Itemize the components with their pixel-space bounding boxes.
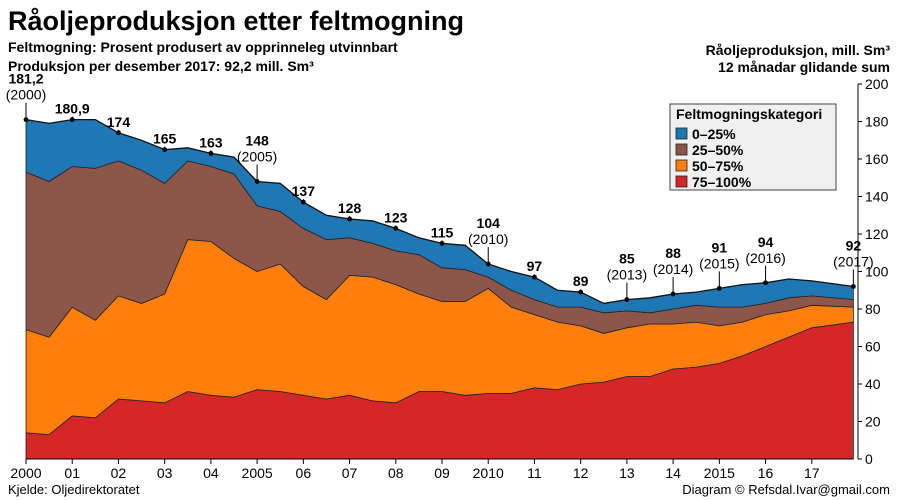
- annotation-dot: [763, 280, 768, 286]
- total-line: [25, 118, 854, 305]
- x-tick-label: 2015: [704, 465, 735, 481]
- annotation-dot: [347, 216, 352, 222]
- x-tick-label: 06: [296, 465, 312, 481]
- annotation-value: 137: [292, 183, 316, 199]
- annotation-value: 89: [573, 273, 589, 289]
- annotation-value: 94: [758, 234, 774, 250]
- annotation-value: 180,9: [55, 101, 90, 117]
- axes: 0 20 40 60 80 100 120 140 160 180 200 2000 01 02 03 04 2…: [10, 76, 888, 481]
- x-tick-label: 08: [388, 465, 404, 481]
- credit-note: Diagram © Refsdal.Ivar@gmail.com: [682, 482, 890, 497]
- annotation-value: 85: [619, 251, 635, 267]
- annotation-value: 97: [527, 258, 543, 274]
- y-tick-label: 160: [865, 151, 889, 167]
- annotation-dot: [254, 179, 260, 184]
- annotation-value: 91: [712, 239, 728, 255]
- legend-swatch: [675, 143, 688, 156]
- x-tick-label: 07: [342, 465, 358, 481]
- annotation-value: 165: [153, 131, 177, 147]
- annotation-value: 174: [107, 114, 131, 130]
- annotation-dot: [208, 150, 214, 156]
- x-tick-label: 02: [111, 465, 127, 481]
- legend-swatch: [675, 175, 688, 188]
- annotation-dot: [485, 261, 491, 267]
- x-tick-label: 03: [157, 465, 173, 481]
- x-tick-label: 2010: [473, 465, 504, 481]
- y-tick-label: 200: [865, 76, 889, 92]
- x-tick-label: 2005: [242, 465, 273, 481]
- legend: Feltmogningskategori 0–25%25–50%50–75%75…: [669, 103, 837, 191]
- annotation-value: 128: [338, 200, 362, 216]
- annotation-dot: [716, 285, 722, 291]
- annotation-dot: [439, 240, 445, 246]
- annotation-dot: [23, 117, 29, 123]
- x-tick-label: 01: [64, 465, 80, 481]
- annotation-value: 163: [199, 134, 223, 150]
- annotation-year: (2000): [6, 87, 46, 103]
- legend-swatch: [675, 159, 688, 172]
- y-tick-label: 40: [865, 376, 881, 392]
- annotation-dot: [850, 284, 856, 289]
- annotation-dot: [116, 130, 121, 136]
- legend-title: Feltmogningskategori: [676, 106, 822, 122]
- x-tick-label: 11: [527, 465, 542, 481]
- legend-label: 25–50%: [692, 142, 744, 158]
- legend-label: 50–75%: [692, 158, 744, 174]
- x-tick-label: 04: [203, 465, 219, 481]
- y-tick-label: 0: [865, 451, 873, 467]
- y-axis-title-line1: Råoljeproduksjon, mill. Sm³: [706, 42, 891, 58]
- legend-swatch: [675, 127, 688, 140]
- annotation-dot: [69, 117, 75, 123]
- source-note: Kjelde: Oljedirektoratet: [8, 482, 140, 497]
- annotation-year: (2010): [468, 231, 508, 247]
- y-tick-label: 180: [865, 114, 889, 130]
- annotation-value: 92: [846, 238, 862, 254]
- y-tick-label: 60: [865, 339, 881, 355]
- y-tick-label: 120: [865, 226, 889, 242]
- annotation-dot: [578, 289, 584, 295]
- legend-label: 75–100%: [692, 174, 752, 190]
- annotation-year: (2013): [607, 267, 647, 283]
- annotation-year: (2016): [745, 250, 785, 266]
- chart-subtitle-line2: Produksjon per desember 2017: 92,2 mill.…: [8, 58, 314, 74]
- annotation-dot: [300, 199, 306, 205]
- annotation-value: 148: [245, 133, 269, 149]
- y-tick-label: 80: [865, 301, 881, 317]
- total-outline: [25, 118, 854, 305]
- annotation-dot: [670, 291, 676, 297]
- annotation-dot: [393, 225, 399, 231]
- annotation-year: (2005): [237, 149, 277, 165]
- x-tick-label: 12: [573, 465, 589, 481]
- annotation-value: 115: [431, 224, 454, 240]
- annotation-value: 181,2: [8, 71, 43, 87]
- annotation-dot: [532, 274, 537, 280]
- annotation-year: (2017): [833, 254, 873, 270]
- y-axis-title-line2: 12 månadar glidande sum: [718, 59, 890, 75]
- annotation-year: (2014): [653, 261, 693, 277]
- annotations: 181,2(2000) 180,9 174 165 163 148(2005) 137 128…: [6, 71, 874, 303]
- annotation-value: 88: [665, 245, 681, 261]
- y-tick-label: 20: [865, 414, 881, 430]
- x-tick-label: 2000: [10, 465, 41, 481]
- chart-title: Råoljeproduksjon etter feltmogning: [8, 6, 464, 36]
- annotation-value: 104: [477, 215, 501, 231]
- x-tick-label: 17: [804, 465, 820, 481]
- legend-label: 0–25%: [692, 126, 736, 142]
- annotation-year: (2015): [699, 255, 739, 271]
- annotation-dot: [162, 147, 168, 153]
- legend-box: [669, 103, 837, 191]
- annotation-dot: [624, 297, 630, 303]
- chart-subtitle-line1: Feltmogning: Prosent produsert av opprin…: [8, 39, 398, 55]
- y-tick-label: 140: [865, 189, 889, 205]
- y-tick-label: 100: [865, 264, 889, 280]
- x-tick-label: 16: [758, 465, 774, 481]
- x-tick-label: 09: [434, 465, 450, 481]
- x-tick-label: 13: [619, 465, 635, 481]
- x-tick-label: 14: [665, 465, 681, 481]
- annotation-value: 123: [384, 209, 408, 225]
